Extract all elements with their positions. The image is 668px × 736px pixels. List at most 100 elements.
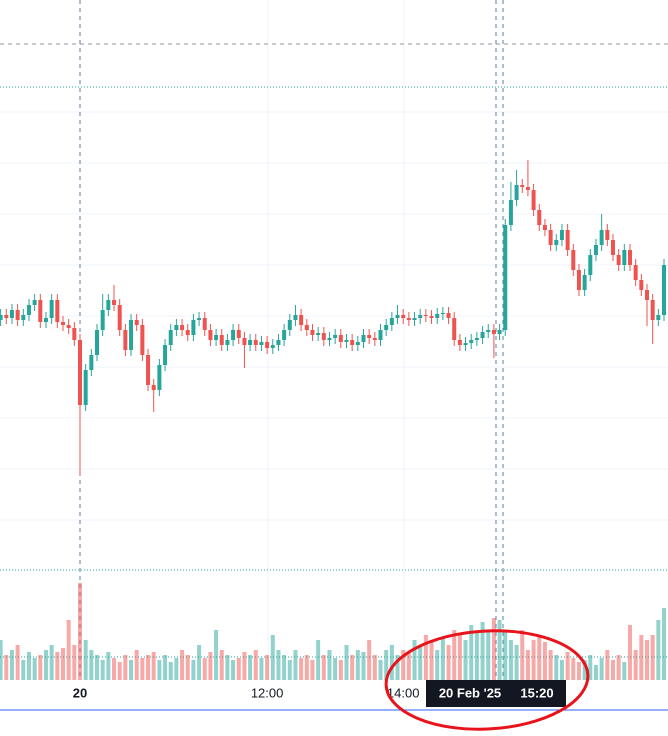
volume-bar <box>503 632 508 680</box>
volume-bar <box>168 662 173 680</box>
candle-body <box>287 320 292 330</box>
candle-body <box>293 315 298 320</box>
candle-body <box>219 335 224 345</box>
candle-body <box>310 330 315 335</box>
candle-body <box>83 370 88 405</box>
volume-bar <box>389 645 394 680</box>
candle-body <box>508 200 513 225</box>
candle-body <box>26 305 31 315</box>
volume-bar <box>446 645 451 680</box>
candle-body <box>43 318 48 322</box>
volume-bar <box>253 650 258 680</box>
candle-body <box>559 230 564 240</box>
volume-bar <box>265 655 270 680</box>
volume-bar <box>554 655 559 680</box>
candle-body <box>639 280 644 290</box>
volume-bar <box>32 658 37 680</box>
volume-bar <box>134 650 139 680</box>
volume-bar <box>55 652 60 680</box>
candle-body <box>480 332 485 338</box>
volume-bar <box>537 635 542 680</box>
volume-bar <box>197 645 202 680</box>
candle-body <box>299 315 304 325</box>
volume-bar <box>180 650 185 680</box>
volume-bar <box>4 655 9 680</box>
volume-bar <box>60 648 65 680</box>
candle-body <box>146 355 151 385</box>
candle-body <box>576 270 581 290</box>
candle-body <box>633 265 638 280</box>
candle-body <box>117 305 122 330</box>
volume-bar <box>202 658 207 680</box>
volume-bar <box>593 665 598 680</box>
volume-bar <box>656 620 661 680</box>
candle-body <box>270 345 275 348</box>
candle-body <box>610 240 615 255</box>
volume-bar <box>0 640 3 680</box>
candle-body <box>429 316 434 318</box>
volume-bar <box>610 660 615 680</box>
candle-body <box>259 342 264 345</box>
volume-bar <box>219 650 224 680</box>
grid <box>0 0 668 680</box>
x-tick-label: 20 <box>73 685 87 700</box>
candle-body <box>123 330 128 350</box>
candle-body <box>333 335 338 338</box>
volume-bar <box>548 650 553 680</box>
volume-bar <box>452 630 457 680</box>
volume-bar <box>576 662 581 680</box>
candle-body <box>231 330 236 340</box>
volume-bar <box>26 652 31 680</box>
volume-bar <box>15 645 20 680</box>
candle-body <box>185 330 190 335</box>
candle-body <box>38 300 43 322</box>
volume-bar <box>293 650 298 680</box>
candle-body <box>265 342 270 348</box>
volume-bar <box>463 640 468 680</box>
candle-body <box>321 333 326 340</box>
candle-body <box>650 300 655 320</box>
volume-bar <box>525 650 530 680</box>
crosshair-date: 20 Feb '25 <box>439 685 501 700</box>
candle-body <box>168 330 173 345</box>
candle-body <box>593 245 598 255</box>
volume-bar <box>151 652 156 680</box>
candle-body <box>236 330 241 338</box>
candle-body <box>163 345 168 365</box>
candle-body <box>367 335 372 338</box>
candle-body <box>21 315 26 320</box>
volume-bar <box>457 635 462 680</box>
candle-body <box>0 315 3 320</box>
volume-bar <box>571 658 576 680</box>
volume-bar <box>406 652 411 680</box>
candle-body <box>497 330 502 334</box>
candle-body <box>151 385 156 390</box>
candle-body <box>520 185 525 187</box>
candle-body <box>395 315 400 318</box>
volume-bar <box>140 658 145 680</box>
candle-body <box>72 328 77 340</box>
candle-body <box>60 322 65 325</box>
candle-body <box>542 225 547 230</box>
volume-bar <box>316 640 321 680</box>
candle-body <box>582 275 587 290</box>
volume-bar <box>582 660 587 680</box>
volume-bar <box>49 645 54 680</box>
volume-bar <box>123 655 128 680</box>
volume-bar <box>480 622 485 680</box>
candle-body <box>474 338 479 340</box>
candle-body <box>491 330 496 334</box>
candle-body <box>656 315 661 320</box>
candle-body <box>49 300 54 318</box>
candle-body <box>9 310 14 318</box>
candle-body <box>599 230 604 245</box>
candle-body <box>531 190 536 210</box>
candle-body <box>401 315 406 318</box>
volume-bar <box>106 652 111 680</box>
volume-bar <box>639 635 644 680</box>
candle-body <box>112 300 117 305</box>
volume-bar <box>344 645 349 680</box>
candle-body <box>389 318 394 325</box>
volume-bar <box>645 640 649 680</box>
volume-bar <box>372 655 377 680</box>
